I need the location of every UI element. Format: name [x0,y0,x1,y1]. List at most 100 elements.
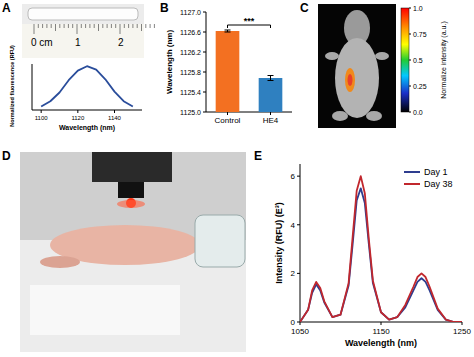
photo-background [22,4,144,58]
x-tick-label: 1100 [35,115,49,121]
x-tick [41,110,42,113]
panel-label: A [2,1,11,15]
legend-swatch [404,183,420,185]
x-tick [114,110,115,113]
photo-mouse-body [335,38,379,118]
panel-label: B [160,1,169,15]
ruler-tick [107,24,108,28]
y-tick-label: 1126.2 [180,49,201,56]
y-tick-label: 1125.8 [180,69,201,76]
y-tick [297,322,300,323]
ruler-tick [81,24,82,28]
photo-instrument [92,152,172,182]
x-tick-label: 1120 [71,115,85,121]
ruler-tick [102,24,103,28]
ruler-tick [72,24,73,28]
x-tick-label: 1150 [372,327,390,336]
photo-lens [118,182,144,198]
y-tick [203,52,206,53]
y-tick-label: 1127.0 [180,9,201,16]
photo-signal-core [348,74,353,86]
y-tick [297,273,300,274]
panel-label: D [2,149,11,163]
x-axis [32,110,142,111]
ruler-tick [85,24,86,28]
ruler-label: 1 [75,37,81,48]
ruler-label: 0 cm [31,37,53,48]
legend-label: Day 38 [424,179,453,189]
ruler-tick [42,24,43,28]
error-cap [268,75,274,76]
colorbar-tick-label: 0.75 [413,31,427,38]
ruler-tick [150,24,151,28]
ruler-tick [89,24,90,28]
ruler-tick [68,24,69,28]
ruler-tick [132,24,133,28]
legend-label: Day 1 [424,167,448,177]
ruler-tick [145,24,146,28]
ruler-tick [154,24,155,28]
y-tick [203,12,206,13]
series-line [300,176,462,322]
colorbar-tick [409,34,411,35]
ruler-tick [128,24,129,28]
photo-tube [28,8,138,20]
ruler-tick [115,24,116,28]
x-tick [462,322,463,325]
photo-mouse-paw [366,111,382,121]
y-tick [203,72,206,73]
photo-mouse-paw [332,111,348,121]
error-cap [225,32,231,33]
error-line [270,76,271,81]
ruler-tick [98,24,99,31]
y-tick-label: 1126.6 [180,29,201,36]
plot-area [41,66,133,106]
colorbar-tick-label: 0.0 [413,109,423,116]
x-tick [227,112,228,115]
colorbar-tick-label: 0.25 [413,83,427,90]
ruler-tick [141,24,142,31]
x-tick [381,322,382,325]
colorbar-tick [409,8,411,9]
ruler-tick [38,24,39,28]
photo-signal [345,68,355,92]
ruler-tick [51,24,52,28]
error-cap [225,30,231,31]
error-bar [268,76,274,81]
y-tick-label: 4 [291,221,296,230]
colorbar [401,8,409,112]
ruler-tick [46,24,47,28]
plot-area [300,176,462,322]
ruler-label: 2 [118,37,124,48]
ruler-tick [120,24,121,34]
y-tick-label: 1125.0 [180,109,201,116]
x-axis-label: Wavelength (nm) [345,338,417,348]
y-tick-label: 0 [291,318,296,327]
ruler-tick [77,24,78,34]
panel-label: C [300,1,309,15]
x-axis-label: Wavelength (nm) [59,124,115,132]
bar [259,78,283,112]
y-tick [203,92,206,93]
colorbar-tick-label: 1.0 [413,5,423,12]
y-axis-label: Intensity (RFU) (E³) [274,202,284,284]
panel-label: E [254,149,262,163]
ruler-tick [34,24,35,34]
y-tick [203,112,206,113]
y-tick [297,224,300,225]
photo-laser-glow [117,200,145,208]
bar [216,31,240,112]
ruler-tick [94,24,95,28]
legend-swatch [404,171,420,173]
colorbar-tick [409,60,411,61]
ruler-tick [137,24,138,28]
series-line [41,66,133,106]
y-tick [297,176,300,177]
photo-paper [30,285,180,335]
x-tick-label: 1050 [291,327,309,336]
ruler-tick [124,24,125,28]
y-axis [300,164,301,322]
x-tick-label: HE4 [263,116,279,125]
x-tick-label: Control [215,116,241,125]
error-cap [268,80,274,81]
